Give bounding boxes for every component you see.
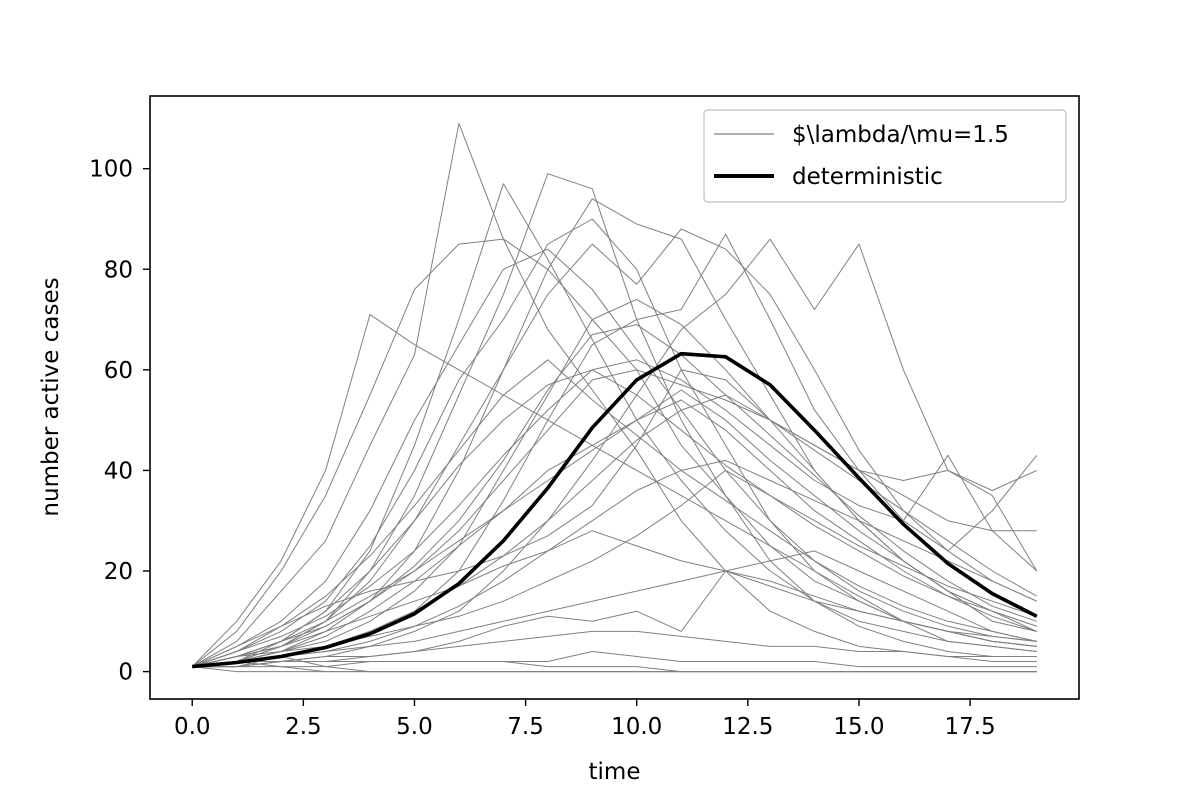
stochastic-series-line-6 [192,218,1037,668]
stochastic-series-line-26 [192,656,1037,673]
x-tick-label: 5.0 [396,714,433,740]
y-axis-label: number active cases [38,277,64,516]
stochastic-series-line-4 [191,248,1037,668]
x-tick-label: 15.0 [833,714,884,740]
series-group [191,122,1038,673]
x-tick-label: 7.5 [507,714,544,740]
y-tick-label: 20 [104,559,133,585]
y-tick-label: 0 [118,660,133,686]
x-tick-label: 2.5 [285,714,322,740]
axes-frame [149,95,1080,700]
stochastic-series-line-20 [192,570,1037,668]
legend-label-stochastic: $\lambda/\mu=1.5 [792,122,1009,148]
stochastic-series-line-5 [192,173,1037,668]
stochastic-series-line-9 [192,228,1038,668]
stochastic-series-line-15 [192,459,1038,668]
stochastic-series-line-2 [192,183,1037,668]
stochastic-series-line-3 [191,238,1037,667]
x-tick-label: 10.0 [611,714,662,740]
stochastic-series-line-7 [191,314,1037,667]
y-tick-label: 60 [104,358,133,384]
y-tick-label: 80 [104,257,133,283]
stochastic-series-line-31 [192,369,1037,668]
stochastic-series-line-28 [192,324,1037,668]
legend-label-deterministic: deterministic [792,164,943,190]
deterministic-series-line [192,351,1038,669]
stochastic-series-line-13 [192,369,1038,668]
y-tick-label: 100 [89,157,133,183]
y-tick-label: 40 [104,458,133,484]
x-tick-label: 0.0 [174,714,211,740]
stochastic-series-line-29 [192,359,1037,668]
stochastic-series-line-16 [191,369,1037,668]
stochastic-series-line-10 [192,233,1038,668]
stochastic-series-line-19 [192,550,1037,668]
stochastic-series-line-17 [192,389,1038,668]
x-tick-label: 17.5 [944,714,995,740]
x-axis-label: time [589,759,641,785]
stochastic-series-line-24 [192,666,1037,673]
legend: $\lambda/\mu=1.5 deterministic [703,109,1067,203]
ticks-group: 0.0 2.5 5.0 7.5 10.0 12.5 15.0 17.5 0 20 40 60 80 100 [89,157,996,740]
x-tick-label: 12.5 [722,714,773,740]
legend-box [703,109,1067,203]
stochastic-series-line-11 [192,238,1038,668]
stochastic-series-line-27 [192,399,1037,668]
stochastic-series-line-21 [192,630,1037,668]
stochastic-series-line-12 [192,298,1037,668]
stochastic-series-line-18 [192,530,1037,668]
stochastic-series-line-1 [191,122,1037,668]
stochastic-series-line-22 [192,651,1037,668]
